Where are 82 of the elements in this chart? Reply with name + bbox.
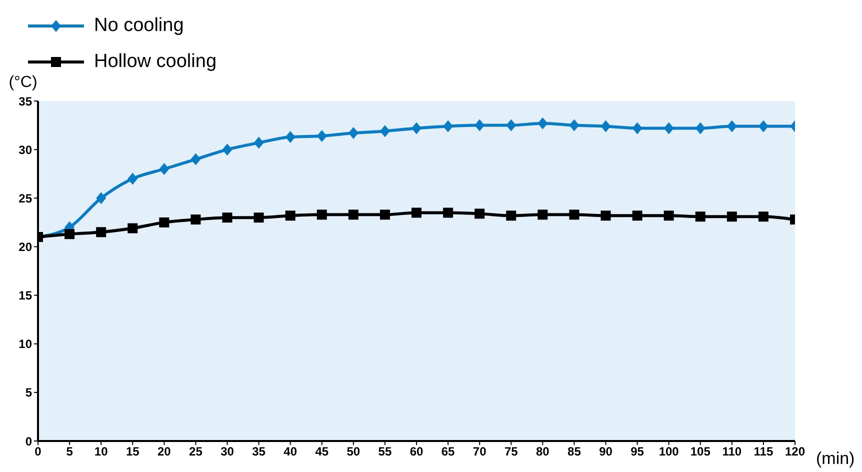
point bbox=[285, 130, 296, 143]
point bbox=[380, 210, 390, 220]
y-tick-label: 30 bbox=[18, 142, 32, 157]
point bbox=[348, 127, 358, 140]
point bbox=[254, 212, 264, 223]
x-tick-label: 60 bbox=[410, 444, 424, 459]
x-tick-label: 40 bbox=[284, 444, 298, 459]
point bbox=[412, 122, 422, 134]
point bbox=[758, 212, 768, 222]
x-tick-label: 95 bbox=[630, 444, 644, 459]
point bbox=[159, 217, 170, 228]
point bbox=[600, 210, 611, 221]
x-tick-label: 90 bbox=[599, 444, 613, 459]
y-tick-label: 25 bbox=[18, 191, 32, 206]
point bbox=[758, 120, 768, 132]
x-tick-label: 15 bbox=[126, 444, 140, 459]
point bbox=[538, 117, 548, 130]
point bbox=[443, 120, 454, 132]
x-tick-label: 5 bbox=[66, 444, 74, 459]
point bbox=[96, 227, 106, 238]
point bbox=[443, 208, 454, 218]
point bbox=[474, 119, 485, 132]
x-tick-label: 55 bbox=[378, 444, 392, 459]
legend-label: No cooling bbox=[94, 15, 184, 37]
x-tick-label: 20 bbox=[157, 444, 172, 459]
x-tick-label: 0 bbox=[34, 444, 42, 459]
point bbox=[695, 212, 706, 222]
point bbox=[474, 208, 485, 219]
point bbox=[222, 212, 232, 223]
point bbox=[726, 120, 737, 132]
y-tick-label: 5 bbox=[25, 386, 32, 400]
point bbox=[348, 210, 358, 220]
legend-label: Hollow cooling bbox=[94, 51, 217, 73]
point bbox=[128, 223, 138, 234]
point bbox=[254, 136, 264, 149]
x-tick-label: 10 bbox=[94, 444, 108, 459]
point bbox=[506, 210, 516, 221]
x-tick-label: 115 bbox=[754, 444, 774, 459]
x-tick-label: 110 bbox=[722, 444, 742, 459]
point bbox=[380, 125, 390, 138]
x-tick-label: 105 bbox=[690, 444, 711, 459]
x-tick-label: 85 bbox=[568, 444, 582, 459]
point bbox=[285, 210, 296, 221]
x-tick-label: 75 bbox=[504, 444, 518, 459]
x-tick-label: 25 bbox=[189, 444, 203, 459]
y-tick-label: 0 bbox=[25, 434, 32, 448]
point bbox=[316, 210, 327, 220]
point bbox=[506, 119, 516, 132]
point bbox=[664, 122, 674, 134]
point bbox=[569, 119, 580, 132]
y-tick-label: 20 bbox=[18, 240, 32, 254]
point bbox=[128, 172, 138, 185]
point bbox=[96, 192, 106, 204]
y-tick-label: 15 bbox=[18, 288, 32, 303]
y-axis-title: (°C) bbox=[8, 74, 38, 91]
y-tick-label: 35 bbox=[18, 94, 32, 108]
point bbox=[664, 210, 674, 221]
y-tick-label: 10 bbox=[18, 337, 32, 352]
x-axis-title: (min) bbox=[816, 449, 855, 469]
x-tick-label: 45 bbox=[315, 444, 329, 459]
point bbox=[726, 212, 737, 222]
x-tick-label: 50 bbox=[346, 444, 360, 459]
x-tick-label: 30 bbox=[220, 444, 234, 459]
point bbox=[222, 144, 232, 156]
point bbox=[632, 122, 642, 134]
point bbox=[632, 210, 642, 221]
point bbox=[190, 153, 201, 166]
point bbox=[159, 163, 170, 175]
x-tick-label: 70 bbox=[472, 444, 487, 459]
x-tick-label: 120 bbox=[784, 444, 806, 459]
x-tick-label: 100 bbox=[658, 444, 680, 459]
x-tick-label: 80 bbox=[536, 444, 550, 459]
point bbox=[695, 122, 706, 134]
point bbox=[316, 130, 327, 142]
point bbox=[569, 210, 580, 220]
x-tick-label: 65 bbox=[441, 444, 456, 459]
point bbox=[538, 210, 548, 220]
point bbox=[600, 120, 611, 132]
point bbox=[412, 208, 422, 218]
point bbox=[64, 229, 75, 240]
x-tick-label: 35 bbox=[252, 444, 266, 459]
point bbox=[190, 214, 201, 225]
